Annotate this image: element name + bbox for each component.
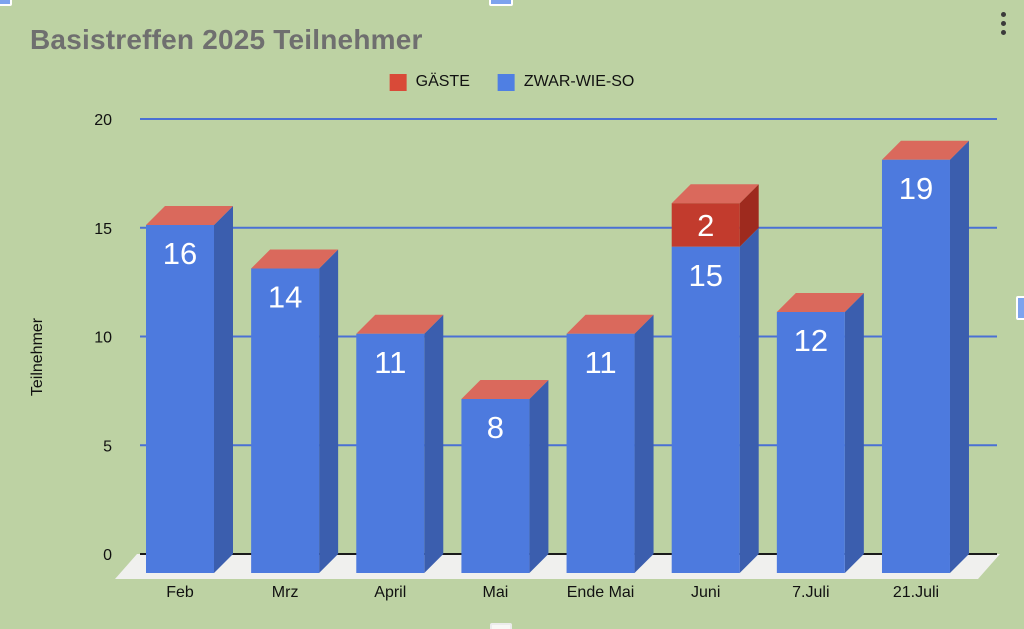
x-tick-label-Mrz: Mrz [272, 584, 299, 601]
bar-zwarwieso-Feb[interactable] [146, 225, 214, 573]
chart-floor [115, 554, 1000, 579]
bar-side-Feb[interactable] [214, 206, 233, 573]
bar-side-7.Juli[interactable] [844, 293, 864, 573]
bar-side-Mai[interactable] [529, 380, 549, 573]
bar-zwarwieso-Juni[interactable] [671, 246, 740, 573]
kebab-menu-icon[interactable] [994, 6, 1012, 40]
x-tick-label-Feb: Feb [166, 584, 194, 601]
x-tick-label-Ende Mai: Ende Mai [567, 584, 635, 601]
x-tick-label-Juni: Juni [691, 584, 720, 601]
legend-swatch-red-icon [389, 73, 407, 91]
y-tick-label-5: 5 [103, 438, 112, 455]
bar-top-Feb[interactable] [146, 206, 233, 225]
resize-handle-right-center[interactable] [1016, 296, 1024, 320]
bar-value-zwarwieso-April: 11 [374, 345, 406, 380]
bar-gaeste-Juni[interactable] [671, 203, 740, 247]
bar-top-April[interactable] [356, 314, 444, 334]
x-tick-label-April: April [374, 584, 406, 601]
bar-zwarwieso-7.Juli[interactable] [776, 312, 845, 573]
bar-value-gaeste-Juni: 2 [697, 208, 714, 243]
x-tick-label-21.Juli: 21.Juli [893, 584, 939, 601]
legend-label: GÄSTE [415, 73, 470, 90]
bar-top-21.Juli[interactable] [881, 140, 969, 160]
bar-zwarwieso-21.Juli[interactable] [881, 159, 950, 573]
y-tick-label-15: 15 [94, 221, 112, 238]
legend-label: ZWAR-WIE-SO [523, 73, 635, 90]
bar-value-zwarwieso-Juni: 15 [688, 258, 722, 293]
bar-top-7.Juli[interactable] [776, 293, 864, 312]
y-tick-label-10: 10 [94, 330, 112, 347]
y-tick-label-0: 0 [103, 547, 112, 564]
bar-side-April[interactable] [424, 314, 444, 573]
bar-top-Mai[interactable] [461, 380, 549, 399]
bar-zwarwieso-April[interactable] [356, 333, 425, 573]
bar-zwarwieso-Ende Mai[interactable] [566, 333, 635, 573]
bar-red-side-Juni[interactable] [739, 184, 759, 247]
legend-item-gaeste[interactable]: GÄSTE [389, 73, 470, 91]
bar-side-21.Juli[interactable] [949, 140, 969, 573]
bar-top-Ende Mai[interactable] [566, 314, 654, 334]
bar-side-Juni[interactable] [739, 227, 759, 573]
bar-side-Ende Mai[interactable] [634, 314, 654, 573]
resize-handle-top-left[interactable] [0, 0, 12, 6]
bar-value-zwarwieso-Mai: 8 [487, 410, 504, 445]
legend-item-zwar-wie-so[interactable]: ZWAR-WIE-SO [497, 73, 635, 91]
y-axis-title: Teilnehmer [29, 317, 46, 397]
bar-value-zwarwieso-21.Juli: 19 [899, 171, 933, 206]
bar-zwarwieso-Mrz[interactable] [251, 268, 320, 574]
x-tick-label-Mai: Mai [483, 584, 509, 601]
x-tick-label-7.Juli: 7.Juli [792, 584, 829, 601]
bar-top-Mrz[interactable] [251, 249, 339, 269]
bar-value-zwarwieso-Mrz: 14 [268, 280, 302, 315]
bar-value-zwarwieso-Ende Mai: 11 [584, 345, 616, 380]
bar-zwarwieso-Mai[interactable] [461, 399, 530, 573]
y-tick-label-20: 20 [94, 112, 112, 129]
bar-top-Juni[interactable] [671, 184, 759, 204]
bar-value-zwarwieso-7.Juli: 12 [794, 323, 828, 358]
chart-legend: GÄSTE ZWAR-WIE-SO [389, 73, 635, 91]
resize-handle-bottom-center[interactable] [490, 623, 512, 629]
bar-side-Mrz[interactable] [319, 249, 339, 574]
resize-handle-top-center[interactable] [489, 0, 513, 6]
bar-value-zwarwieso-Feb: 16 [163, 236, 197, 271]
chart-title: Basistreffen 2025 Teilnehmer [30, 24, 423, 55]
legend-swatch-blue-icon [497, 73, 515, 91]
